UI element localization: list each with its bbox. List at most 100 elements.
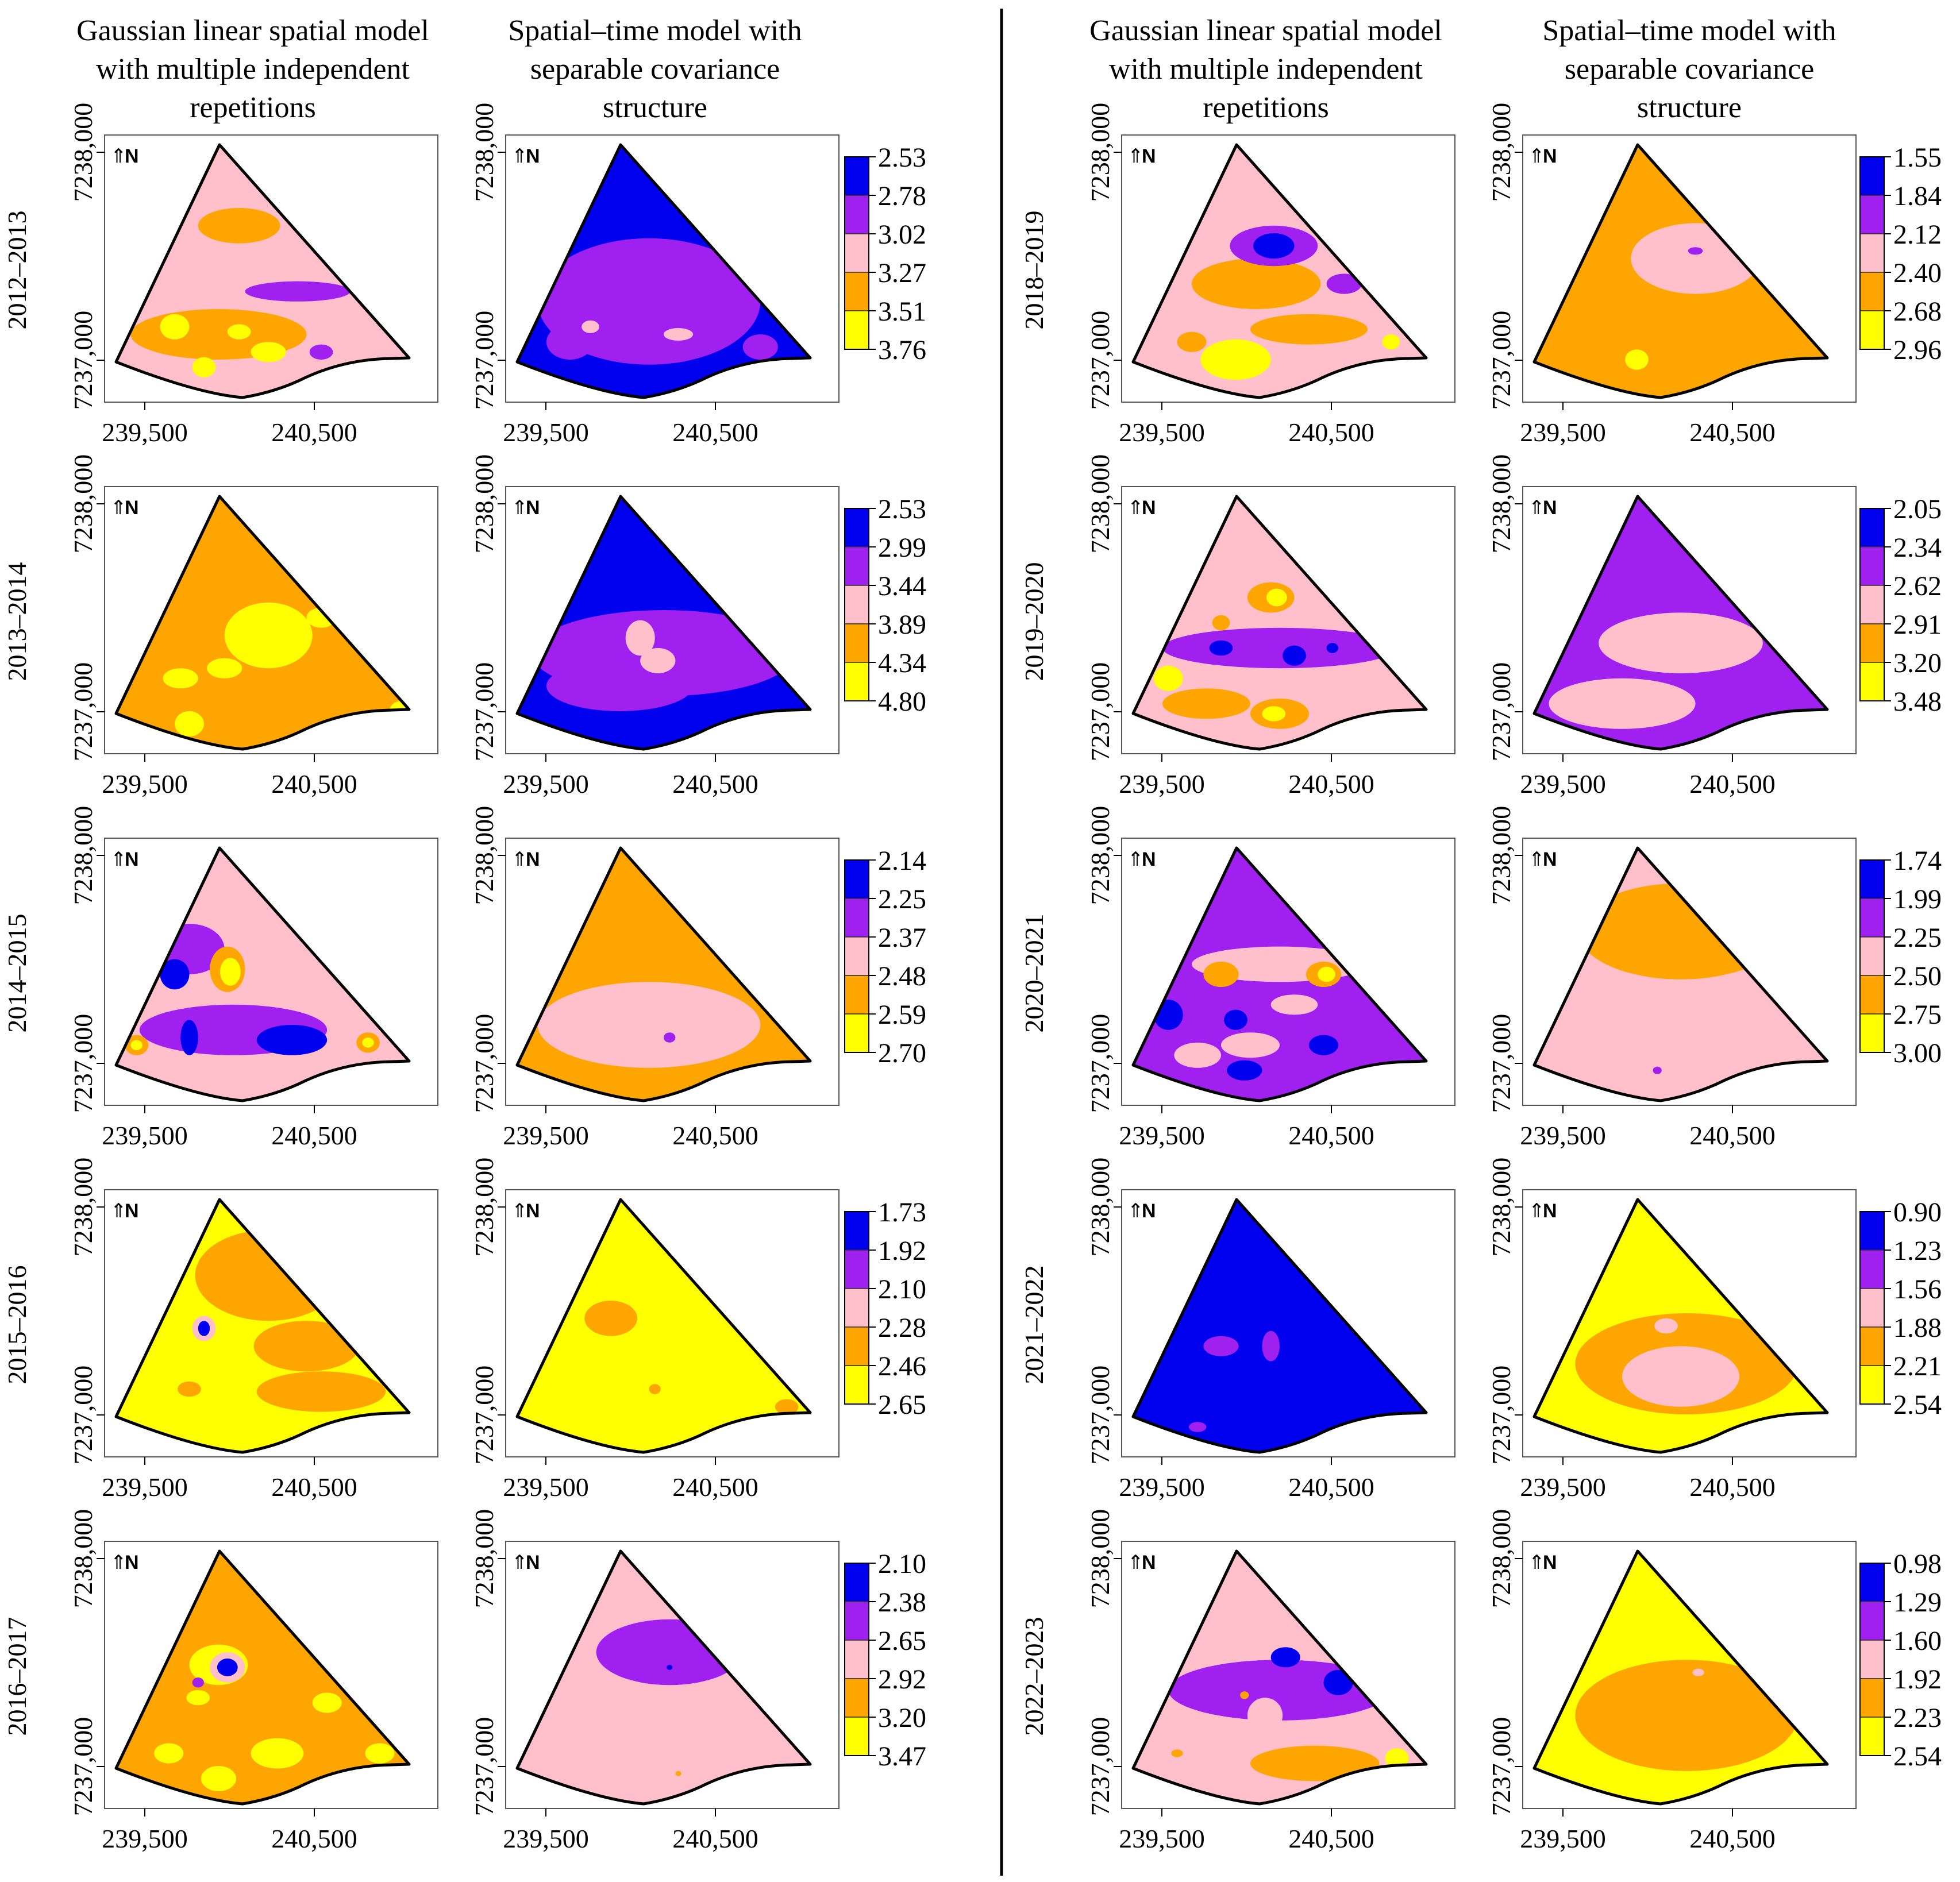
panel-frame bbox=[1121, 1541, 1455, 1809]
color-legend: 0.90 1.23 1.56 1.88 2.21 2.54 bbox=[1859, 1197, 1942, 1420]
north-label: N bbox=[1543, 1552, 1557, 1574]
panel-frame bbox=[505, 1189, 840, 1457]
color-legend: 2.10 2.38 2.65 2.92 3.20 3.47 bbox=[844, 1549, 926, 1772]
legend-value: 2.10 bbox=[878, 1549, 926, 1579]
x-tick-label: 239,500 bbox=[1119, 1472, 1205, 1502]
legend-swatch-pink bbox=[1859, 936, 1885, 976]
x-tick-label: 240,500 bbox=[1288, 769, 1374, 799]
map-fill bbox=[1534, 1200, 1827, 1452]
x-tick-label: 239,500 bbox=[1119, 418, 1205, 447]
panel-frame bbox=[104, 486, 438, 754]
zone-pink bbox=[116, 848, 409, 1101]
zone-purple bbox=[1262, 1330, 1280, 1362]
panel-frame bbox=[104, 134, 438, 403]
color-legend: 2.53 2.78 3.02 3.27 3.51 3.76 bbox=[844, 142, 926, 365]
y-tick-label: 7238,000 bbox=[68, 454, 98, 554]
zone-purple bbox=[1188, 1422, 1207, 1432]
map-panel: ⇑N 239,500 240,500 7237,000 7238,000 2020–202… bbox=[1019, 806, 1455, 1150]
legend-swatch-purple bbox=[844, 195, 869, 234]
legend-value: 3.76 bbox=[878, 335, 926, 365]
period-label: 2020–2021 bbox=[1019, 914, 1049, 1033]
y-tick-label: 7237,000 bbox=[68, 1366, 98, 1465]
legend-swatch-orange bbox=[1859, 975, 1885, 1015]
north-label: N bbox=[1142, 849, 1156, 870]
north-arrow-icon: ⇑ bbox=[1528, 1200, 1545, 1222]
legend-value: 2.05 bbox=[1893, 494, 1942, 525]
x-tick-label: 239,500 bbox=[1520, 769, 1606, 799]
zone-blue bbox=[1133, 1200, 1426, 1452]
legend-swatch-pink bbox=[844, 1288, 869, 1328]
study-area-boundary bbox=[515, 143, 812, 399]
legend-value: 1.60 bbox=[1893, 1626, 1942, 1656]
study-area-boundary bbox=[1131, 1198, 1428, 1454]
zone-pink bbox=[640, 648, 676, 673]
zone-yellow bbox=[362, 1038, 374, 1048]
y-tick-label: 7238,000 bbox=[469, 1509, 499, 1609]
study-area-boundary bbox=[515, 1198, 812, 1454]
zone-purple bbox=[1162, 627, 1397, 669]
legend-value: 2.59 bbox=[878, 1000, 926, 1030]
zone-orange bbox=[253, 1321, 360, 1372]
study-area-boundary bbox=[1532, 495, 1829, 751]
legend-value: 2.10 bbox=[878, 1274, 926, 1305]
zone-blue bbox=[198, 1321, 210, 1336]
legend-swatch-orange bbox=[1859, 272, 1885, 311]
zone-yellow bbox=[251, 1738, 304, 1769]
zone-pink bbox=[582, 320, 599, 333]
map-fill bbox=[116, 1551, 409, 1804]
map-fill bbox=[517, 848, 810, 1101]
x-tick-label: 240,500 bbox=[1288, 1121, 1374, 1150]
zone-yellow bbox=[365, 1743, 395, 1764]
zone-orange bbox=[1250, 314, 1368, 345]
legend-value: 2.62 bbox=[1893, 571, 1942, 601]
zone-orange bbox=[178, 1381, 201, 1397]
color-legend: 1.55 1.84 2.12 2.40 2.68 2.96 bbox=[1859, 142, 1942, 365]
map-fill bbox=[116, 496, 409, 749]
north-arrow-icon: ⇑ bbox=[110, 1551, 127, 1574]
study-area-boundary bbox=[114, 1549, 411, 1806]
north-arrow-icon: ⇑ bbox=[1127, 496, 1144, 519]
legend-swatch-pink bbox=[844, 1640, 869, 1679]
legend-frame bbox=[844, 1563, 869, 1756]
legend-frame bbox=[844, 1211, 869, 1405]
legend-value: 2.54 bbox=[1893, 1741, 1942, 1772]
study-area-boundary bbox=[1131, 846, 1428, 1102]
north-arrow-icon: ⇑ bbox=[1528, 1551, 1545, 1574]
y-tick-label: 7238,000 bbox=[469, 1158, 499, 1257]
legend-value: 4.34 bbox=[878, 648, 926, 678]
color-legend: 1.74 1.99 2.25 2.50 2.75 3.00 bbox=[1859, 846, 1942, 1069]
x-tick-label: 239,500 bbox=[1119, 1824, 1205, 1853]
legend-frame bbox=[1859, 508, 1885, 701]
north-arrow-icon: ⇑ bbox=[511, 848, 528, 871]
x-tick-label: 240,500 bbox=[672, 769, 758, 799]
legend-swatch-blue bbox=[1859, 1211, 1885, 1251]
north-label: N bbox=[526, 145, 540, 167]
period-label: 2015–2016 bbox=[2, 1266, 32, 1384]
panel-frame bbox=[505, 1541, 840, 1809]
panel-frame bbox=[1121, 134, 1455, 403]
legend-value: 3.20 bbox=[878, 1703, 926, 1733]
zone-purple bbox=[245, 281, 351, 302]
legend-value: 3.00 bbox=[1893, 1038, 1942, 1069]
x-tick-label: 240,500 bbox=[672, 1472, 758, 1502]
map-panel: ⇑N 239,500 240,500 7237,000 7238,000 2013–201… bbox=[2, 454, 438, 799]
x-tick-label: 240,500 bbox=[271, 1472, 357, 1502]
zone-yellow bbox=[224, 602, 313, 669]
zone-yellow bbox=[1262, 706, 1286, 722]
map-fill bbox=[1133, 1200, 1426, 1452]
study-area-boundary bbox=[1131, 143, 1428, 399]
zone-orange bbox=[775, 1399, 799, 1414]
legend-swatch-blue bbox=[844, 859, 869, 899]
legend-swatch-pink bbox=[844, 936, 869, 976]
zone-yellow bbox=[192, 357, 216, 377]
map-fill bbox=[116, 1200, 409, 1452]
period-label: 2018–2019 bbox=[1019, 211, 1049, 330]
zone-blue bbox=[217, 1659, 238, 1676]
legend-value: 0.98 bbox=[1893, 1549, 1942, 1579]
x-tick-label: 240,500 bbox=[672, 1121, 758, 1150]
y-tick-label: 7237,000 bbox=[68, 1717, 98, 1817]
study-area-boundary bbox=[114, 1198, 411, 1454]
panel-frame bbox=[104, 1189, 438, 1457]
legend-swatch-yellow bbox=[1859, 310, 1885, 350]
